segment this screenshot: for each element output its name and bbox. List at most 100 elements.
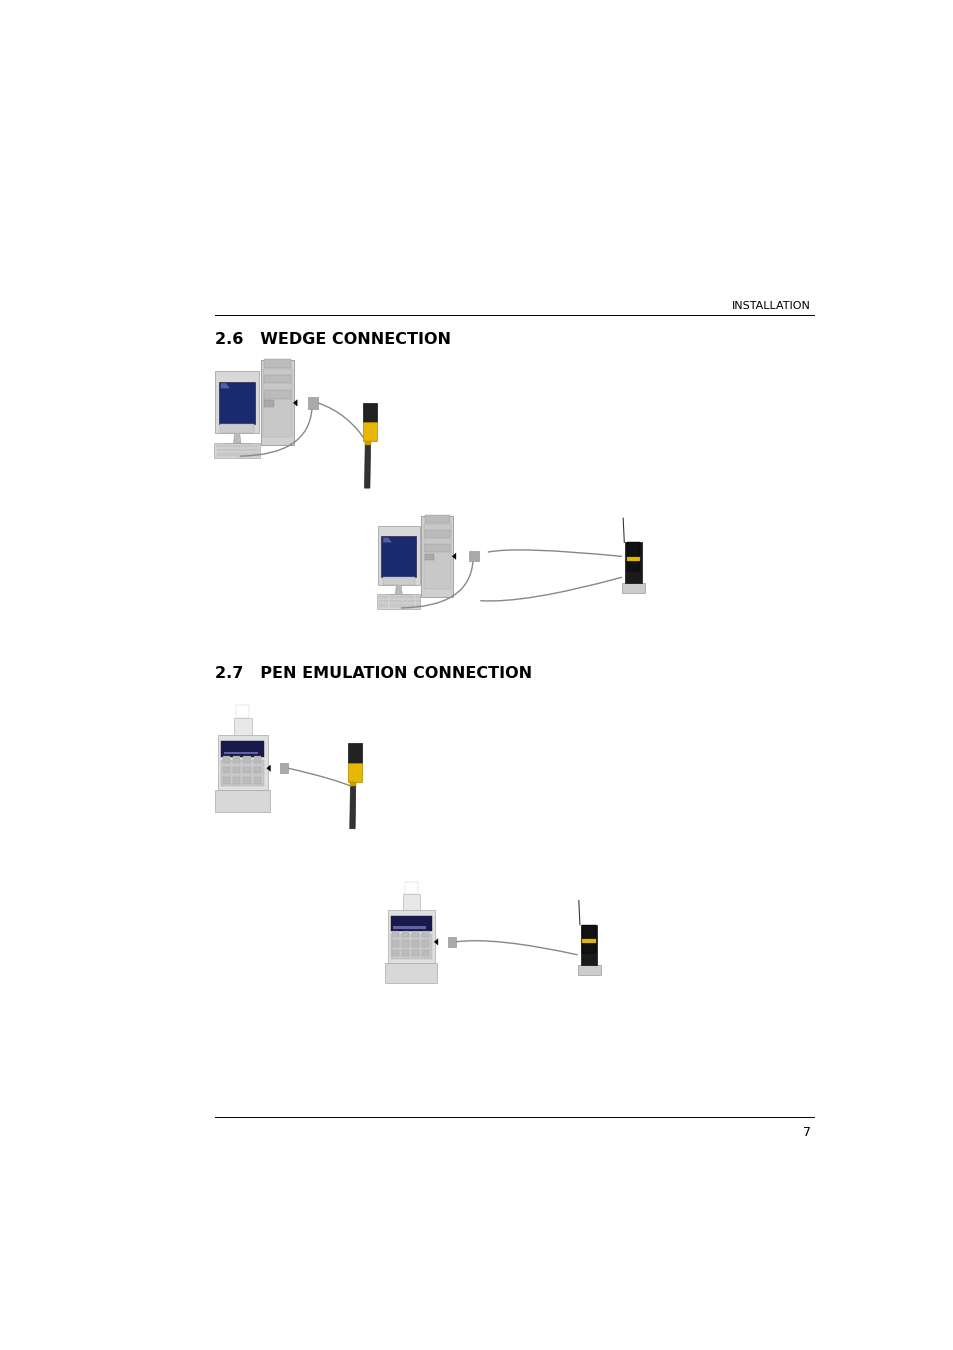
Polygon shape	[395, 585, 402, 594]
Polygon shape	[233, 433, 240, 443]
Polygon shape	[220, 741, 264, 757]
Polygon shape	[222, 756, 230, 763]
Polygon shape	[402, 940, 409, 946]
Text: 2.6   WEDGE CONNECTION: 2.6 WEDGE CONNECTION	[215, 332, 451, 347]
Polygon shape	[244, 454, 248, 456]
Polygon shape	[253, 767, 260, 774]
Polygon shape	[405, 882, 417, 894]
Polygon shape	[385, 963, 436, 983]
Polygon shape	[410, 603, 414, 606]
Polygon shape	[363, 423, 376, 441]
Polygon shape	[253, 776, 260, 783]
Polygon shape	[421, 950, 428, 956]
Polygon shape	[216, 444, 220, 447]
Polygon shape	[452, 554, 456, 559]
Polygon shape	[264, 390, 291, 398]
Polygon shape	[626, 556, 639, 560]
Polygon shape	[263, 369, 292, 437]
Polygon shape	[381, 536, 416, 576]
Polygon shape	[390, 934, 432, 958]
Text: 7: 7	[801, 1126, 810, 1138]
Polygon shape	[395, 603, 398, 606]
Polygon shape	[249, 454, 253, 456]
Polygon shape	[222, 767, 230, 774]
Polygon shape	[244, 450, 248, 451]
Polygon shape	[243, 756, 251, 763]
Polygon shape	[416, 603, 419, 606]
Polygon shape	[224, 752, 258, 755]
Polygon shape	[389, 599, 394, 602]
Polygon shape	[222, 454, 226, 456]
Polygon shape	[416, 599, 419, 602]
Polygon shape	[412, 930, 418, 937]
Polygon shape	[581, 940, 596, 944]
Polygon shape	[249, 444, 253, 447]
Polygon shape	[253, 756, 260, 763]
Polygon shape	[264, 359, 291, 369]
Polygon shape	[216, 450, 220, 451]
Polygon shape	[392, 930, 399, 937]
Polygon shape	[238, 454, 242, 456]
Polygon shape	[424, 544, 449, 552]
Polygon shape	[421, 516, 453, 597]
Polygon shape	[216, 454, 220, 456]
Polygon shape	[233, 444, 237, 447]
Polygon shape	[264, 375, 291, 383]
Polygon shape	[222, 444, 226, 447]
Polygon shape	[348, 763, 361, 782]
Polygon shape	[410, 599, 414, 602]
Polygon shape	[424, 554, 434, 560]
Polygon shape	[402, 894, 419, 910]
Polygon shape	[260, 360, 294, 446]
Polygon shape	[235, 705, 249, 718]
Polygon shape	[387, 910, 435, 963]
Polygon shape	[233, 756, 240, 763]
Polygon shape	[213, 443, 259, 458]
Polygon shape	[219, 382, 255, 424]
Polygon shape	[625, 543, 641, 583]
Polygon shape	[416, 595, 419, 598]
Polygon shape	[222, 450, 226, 451]
Polygon shape	[621, 583, 644, 593]
Polygon shape	[378, 595, 383, 598]
Polygon shape	[434, 938, 437, 945]
Polygon shape	[294, 400, 296, 406]
Polygon shape	[402, 950, 409, 956]
Polygon shape	[220, 760, 264, 786]
Polygon shape	[227, 444, 232, 447]
Polygon shape	[389, 595, 394, 598]
Polygon shape	[393, 926, 426, 929]
Polygon shape	[382, 576, 415, 585]
Polygon shape	[405, 603, 409, 606]
Polygon shape	[220, 424, 253, 433]
Polygon shape	[264, 401, 274, 408]
Polygon shape	[220, 383, 230, 389]
Polygon shape	[377, 526, 419, 585]
Polygon shape	[405, 595, 409, 598]
Polygon shape	[423, 524, 450, 589]
Polygon shape	[308, 397, 317, 409]
Polygon shape	[243, 767, 251, 774]
Polygon shape	[348, 744, 361, 763]
Polygon shape	[383, 537, 392, 543]
Polygon shape	[412, 940, 418, 946]
Polygon shape	[215, 371, 259, 433]
Polygon shape	[217, 734, 267, 790]
Polygon shape	[395, 599, 398, 602]
Polygon shape	[233, 450, 237, 451]
Polygon shape	[626, 543, 639, 571]
Polygon shape	[227, 450, 232, 451]
Polygon shape	[254, 454, 259, 456]
Polygon shape	[233, 454, 237, 456]
Polygon shape	[577, 965, 600, 975]
Polygon shape	[350, 782, 356, 786]
Polygon shape	[421, 940, 428, 946]
Polygon shape	[384, 603, 388, 606]
Polygon shape	[249, 450, 253, 451]
Polygon shape	[238, 444, 242, 447]
Polygon shape	[392, 950, 399, 956]
Polygon shape	[402, 930, 409, 937]
Polygon shape	[447, 937, 456, 948]
Polygon shape	[233, 718, 252, 734]
Polygon shape	[350, 782, 355, 829]
